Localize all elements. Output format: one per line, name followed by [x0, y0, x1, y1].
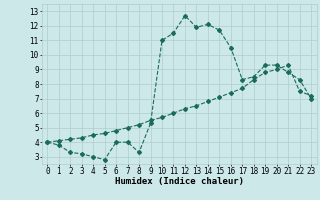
X-axis label: Humidex (Indice chaleur): Humidex (Indice chaleur): [115, 177, 244, 186]
